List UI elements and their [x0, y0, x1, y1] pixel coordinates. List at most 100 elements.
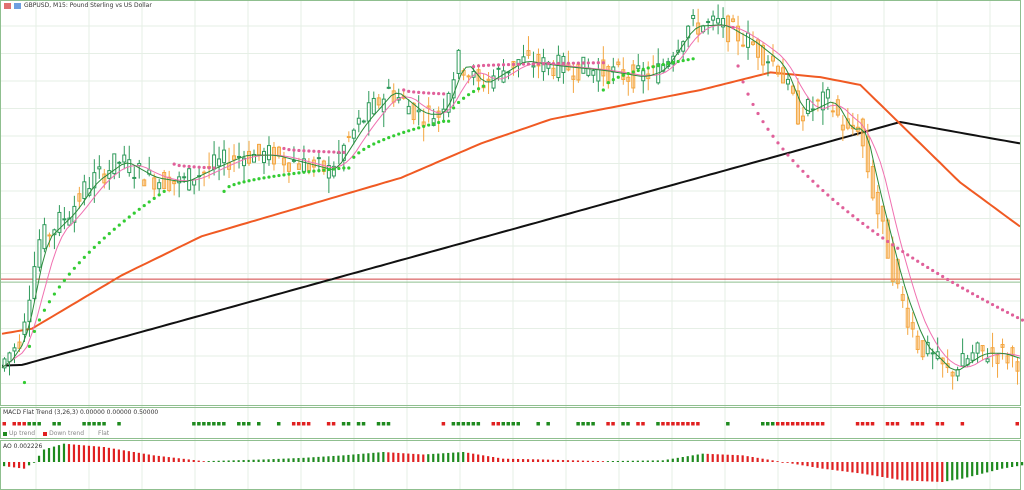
sar-dot	[422, 91, 426, 95]
macd-signal-up	[212, 422, 216, 426]
candle-body	[476, 69, 481, 82]
macd-signal-down	[1015, 422, 1020, 426]
sar-dot	[282, 173, 286, 177]
ao-bar	[92, 446, 96, 462]
ao-bar	[636, 460, 639, 462]
sar-dot	[826, 193, 830, 197]
sar-dot	[936, 271, 940, 276]
macd-signal-down	[960, 422, 965, 426]
ao-bar	[22, 462, 26, 469]
panel-frame	[0, 0, 1021, 406]
ao-bar	[352, 454, 355, 462]
sar-dot	[866, 225, 870, 229]
candle-body	[486, 78, 491, 81]
ao-bar	[257, 459, 260, 462]
ma-long-line	[1, 120, 1021, 367]
sar-dot	[327, 150, 331, 154]
sar-dot	[766, 127, 770, 131]
ao-bar	[761, 458, 764, 462]
sar-dot	[392, 134, 396, 138]
sar-dot	[616, 75, 620, 79]
ao-bar	[1016, 462, 1019, 467]
candle-body	[875, 191, 880, 215]
sar-dot	[342, 150, 346, 154]
sar-dot	[856, 218, 860, 222]
ao-bar	[601, 461, 605, 462]
candle-body	[581, 56, 586, 74]
candle-body	[162, 172, 167, 190]
ao-bar	[477, 454, 480, 462]
macd-signal-up	[276, 422, 281, 426]
ao-bar	[507, 458, 510, 462]
sar-dot	[946, 277, 950, 282]
sar-dot	[382, 137, 386, 142]
ao-bar	[492, 457, 495, 462]
sar-dot	[317, 149, 321, 154]
ao-bar	[382, 452, 385, 462]
ao-bar	[941, 462, 944, 482]
sar-dot	[62, 278, 66, 282]
ao-bar	[721, 454, 724, 462]
horizontal-line[interactable]	[0, 278, 1020, 283]
sell-icon[interactable]	[14, 2, 21, 9]
ao-bar	[232, 460, 235, 462]
ao-bar	[791, 462, 794, 464]
ao-bar	[247, 459, 250, 462]
candle-body	[92, 172, 97, 189]
macd-signal-up	[361, 422, 366, 426]
candle-body	[172, 180, 177, 185]
sar-dot	[626, 71, 630, 76]
candle-body	[132, 176, 137, 179]
sar-dot	[122, 219, 126, 223]
sar-dot	[466, 93, 471, 97]
ao-bar	[427, 454, 430, 462]
sar-dot	[372, 142, 376, 146]
macd-signal-up	[770, 422, 775, 426]
sar-dot	[22, 380, 27, 385]
candle-body	[691, 14, 696, 19]
sar-dot	[232, 183, 236, 187]
ao-bar	[317, 456, 320, 462]
ao-bar	[347, 454, 350, 462]
macd-signal-down	[491, 422, 496, 426]
macd-signal-up	[192, 422, 196, 426]
macd-signal-down	[291, 422, 296, 426]
ao-bar	[167, 457, 170, 462]
sar-dot	[816, 184, 820, 188]
candle-body	[970, 352, 975, 361]
ao-bar	[571, 460, 575, 462]
ao-bar	[551, 459, 555, 462]
sar-dot	[836, 202, 840, 206]
ao-bar	[117, 449, 120, 462]
sar-dot	[67, 272, 71, 276]
sar-dot	[72, 266, 76, 270]
candle-body	[761, 44, 766, 66]
ao-bar	[72, 444, 76, 462]
sar-dot	[651, 65, 655, 69]
buy-icon[interactable]	[4, 2, 11, 9]
parabolic-sar	[22, 26, 1024, 385]
macd-signal-down	[686, 422, 690, 426]
sar-dot	[471, 65, 476, 69]
candle-body	[531, 65, 536, 68]
macd-signal-down	[666, 422, 670, 426]
sar-dot	[926, 265, 930, 270]
ao-bar	[586, 460, 590, 462]
ao-bar	[826, 462, 829, 470]
candle-body	[252, 153, 257, 163]
ao-bar	[696, 454, 699, 462]
ao-bar	[576, 460, 580, 462]
candles	[2, 4, 1020, 390]
sar-dot	[646, 66, 650, 70]
sar-dot	[282, 146, 286, 151]
macd-signal-down	[676, 422, 680, 426]
macd-signal-down	[496, 422, 501, 426]
ao-bar	[107, 447, 110, 462]
ao-bar	[541, 459, 545, 462]
ao-bar	[971, 462, 974, 477]
sar-dot	[57, 285, 61, 289]
candle-body	[222, 149, 227, 164]
sar-dot	[746, 92, 750, 96]
